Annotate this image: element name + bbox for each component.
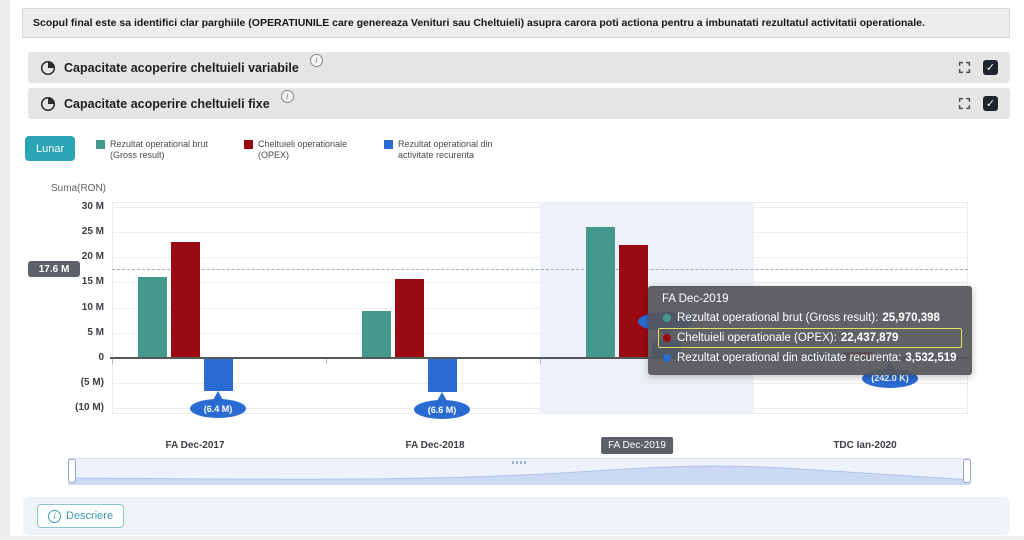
describe-button-label: Descriere xyxy=(66,510,114,522)
period-button[interactable]: Lunar xyxy=(25,136,76,161)
value-balloon: (242.0 K) xyxy=(862,368,918,388)
info-icon[interactable]: i xyxy=(280,90,294,103)
range-slider[interactable] xyxy=(68,458,971,485)
gridline xyxy=(112,307,968,309)
page-margin-bottom xyxy=(0,536,1024,540)
y-tick-label: 0 xyxy=(98,352,104,363)
chart-bar[interactable] xyxy=(137,276,167,358)
chart-bar[interactable] xyxy=(651,340,681,358)
legend-item[interactable]: Cheltuieli operationale (OPEX) xyxy=(244,139,368,160)
info-icon[interactable]: i xyxy=(309,54,323,67)
x-axis-tick xyxy=(540,359,541,364)
gridline xyxy=(112,231,968,233)
gridline xyxy=(112,383,968,385)
panel-checkbox[interactable] xyxy=(983,60,998,75)
chart-legend: Rezultat operational brut (Gross result)… xyxy=(96,139,516,160)
y-tick-label: 10 M xyxy=(81,301,104,313)
gridline xyxy=(112,206,968,208)
balloon-pointer xyxy=(213,391,223,401)
reference-dashed-line xyxy=(112,269,968,271)
info-banner: Scopul final este sa identifici clar par… xyxy=(22,8,1010,38)
chart-bar[interactable] xyxy=(618,244,648,358)
gridline xyxy=(112,282,968,284)
chart-bar[interactable] xyxy=(585,226,615,358)
value-balloon: (6.6 M) xyxy=(414,400,470,420)
slider-handle-left[interactable] xyxy=(68,459,76,483)
panel-title: Capacitate acoperire cheltuieli variabil… xyxy=(64,60,299,75)
y-tick-label: 30 M xyxy=(81,200,104,212)
x-axis-label: FA Dec-2019 xyxy=(601,437,673,454)
expand-icon[interactable] xyxy=(958,97,971,110)
chart-bar[interactable] xyxy=(203,359,233,392)
y-tick-label: 25 M xyxy=(81,225,104,237)
panel-title: Capacitate acoperire cheltuieli fixe xyxy=(64,96,270,111)
legend-swatch xyxy=(384,140,393,149)
y-tick-label: 5 M xyxy=(87,326,104,338)
y-tick-label: 15 M xyxy=(81,276,104,288)
chart-bar[interactable] xyxy=(361,311,391,358)
x-axis-tick xyxy=(326,359,327,364)
x-axis-label: TDC Ian-2020 xyxy=(833,440,897,451)
gridline xyxy=(112,408,968,410)
panel-checkbox[interactable] xyxy=(983,96,998,111)
reference-line-badge: 17.6 M xyxy=(28,261,80,277)
info-icon: i xyxy=(48,509,61,523)
y-tick-label: 20 M xyxy=(81,251,104,263)
panel-header-cheltuieli-variabile[interactable]: Capacitate acoperire cheltuieli variabil… xyxy=(28,52,1010,83)
legend-swatch xyxy=(96,140,105,149)
x-axis-tick xyxy=(754,359,755,364)
legend-item[interactable]: Rezultat operational din activitate recu… xyxy=(384,139,516,160)
value-balloon: (6.4 M) xyxy=(190,399,246,419)
y-tick-label: (10 M) xyxy=(75,402,104,414)
y-axis-title: Suma(RON) xyxy=(50,183,106,194)
gridline xyxy=(112,332,968,334)
x-axis-tick xyxy=(112,359,113,364)
info-banner-text: Scopul final este sa identifici clar par… xyxy=(33,17,925,29)
legend-label: Cheltuieli operationale (OPEX) xyxy=(258,139,348,160)
chart-bar[interactable] xyxy=(427,359,457,393)
x-axis-label: FA Dec-2017 xyxy=(165,440,225,451)
slider-handle-right[interactable] xyxy=(963,459,971,483)
footer-panel: i Descriere xyxy=(23,497,1010,535)
pie-chart-icon xyxy=(40,60,56,76)
y-tick-label: (5 M) xyxy=(80,377,104,389)
gridline xyxy=(112,257,968,259)
slider-area-chart xyxy=(69,465,970,484)
x-axis-label: FA Dec-2018 xyxy=(405,440,465,451)
legend-label: Rezultat operational brut (Gross result) xyxy=(110,139,209,160)
x-axis-tick xyxy=(968,359,969,364)
chart-bar[interactable] xyxy=(170,241,200,358)
expand-icon[interactable] xyxy=(958,61,971,74)
pie-chart-icon xyxy=(40,96,56,112)
legend-swatch xyxy=(244,140,253,149)
legend-label: Rezultat operational din activitate recu… xyxy=(398,139,493,160)
legend-item[interactable]: Rezultat operational brut (Gross result) xyxy=(96,139,228,160)
describe-button[interactable]: i Descriere xyxy=(37,504,125,528)
chart-bar[interactable] xyxy=(394,278,424,358)
panel-header-cheltuieli-fixe[interactable]: Capacitate acoperire cheltuieli fixe i xyxy=(28,88,1010,119)
page-margin xyxy=(0,0,10,540)
slider-grip[interactable] xyxy=(511,461,528,464)
zero-axis-line xyxy=(110,357,970,359)
balloon-pointer xyxy=(437,392,447,402)
balloon-pointer xyxy=(661,330,671,340)
